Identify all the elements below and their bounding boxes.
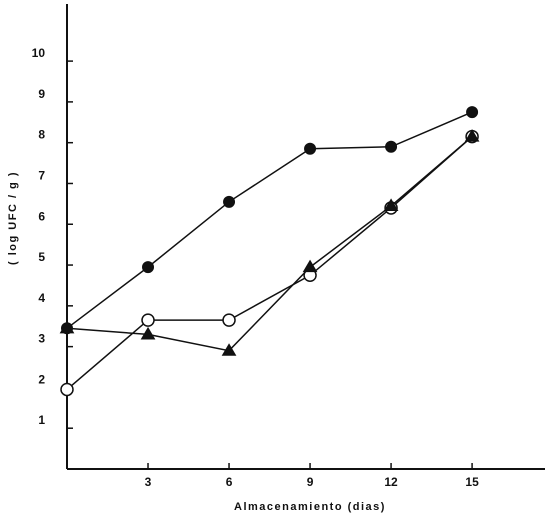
x-tick-label: 9 <box>307 475 314 489</box>
x-tick-label: 15 <box>465 475 479 489</box>
y-tick-label: 4 <box>38 291 45 305</box>
data-point <box>221 343 237 356</box>
data-point <box>464 129 480 142</box>
series-line <box>66 136 473 391</box>
data-point <box>142 261 155 274</box>
series-layer <box>59 106 480 397</box>
series-3 <box>59 129 480 356</box>
series-line <box>66 111 473 329</box>
y-tick-label: 10 <box>32 46 46 60</box>
y-tick-label: 3 <box>38 332 45 346</box>
y-tick-label: 1 <box>38 413 45 427</box>
series-2 <box>60 129 479 397</box>
data-point <box>383 198 399 211</box>
data-point <box>141 313 155 327</box>
data-point <box>222 313 236 327</box>
y-axis-title: ( log UFC / g ) <box>7 171 19 265</box>
data-point <box>59 320 75 334</box>
data-point <box>140 326 156 340</box>
data-point <box>60 382 74 397</box>
data-point <box>466 106 479 119</box>
y-tick-label: 6 <box>38 209 45 223</box>
data-point <box>223 195 236 208</box>
y-tick-label: 7 <box>38 168 45 182</box>
x-axis-title: Almacenamiento (dias) <box>234 501 386 513</box>
x-tick-label: 6 <box>226 475 233 489</box>
x-tick-label: 3 <box>145 475 152 489</box>
y-tick-label: 5 <box>38 250 45 264</box>
y-tick-label: 2 <box>38 372 45 386</box>
series-1 <box>61 106 479 335</box>
data-point <box>385 140 398 153</box>
data-point <box>304 142 317 155</box>
y-tick-label: 9 <box>38 87 45 101</box>
y-tick-label: 8 <box>38 128 45 142</box>
x-tick-label: 12 <box>384 475 398 489</box>
data-point <box>302 259 318 273</box>
series-line <box>66 136 473 352</box>
